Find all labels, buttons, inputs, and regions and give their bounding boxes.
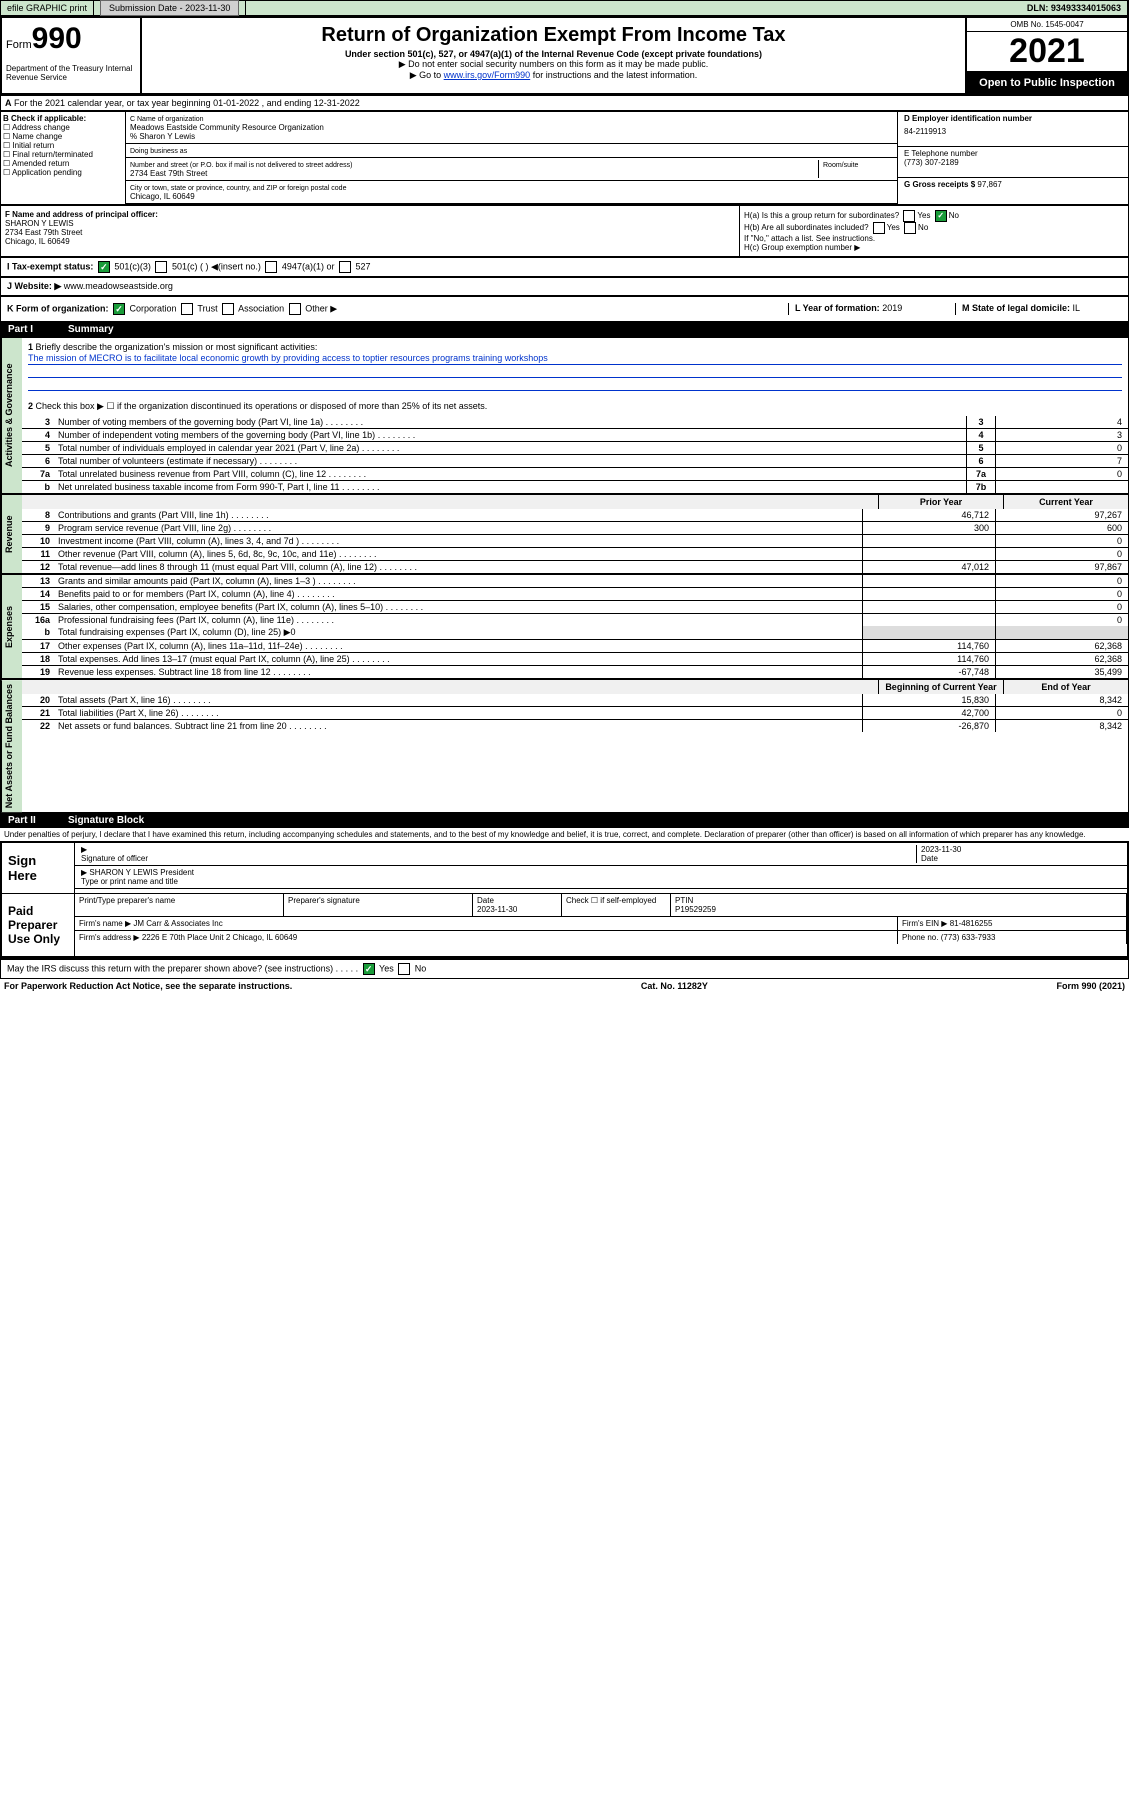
- vtab-rev: Revenue: [1, 495, 22, 573]
- col-b-checks: B Check if applicable: ☐ Address change …: [1, 112, 126, 204]
- form-id-block: Form990 Department of the Treasury Inter…: [2, 18, 142, 93]
- col-c-org: C Name of organization Meadows Eastside …: [126, 112, 897, 204]
- public-inspection: Open to Public Inspection: [967, 73, 1127, 93]
- summary-line: 11Other revenue (Part VIII, column (A), …: [22, 548, 1128, 561]
- summary-line: 18Total expenses. Add lines 13–17 (must …: [22, 653, 1128, 666]
- summary-line: 4Number of independent voting members of…: [22, 429, 1128, 442]
- hb-yes[interactable]: [873, 222, 885, 234]
- ha-yes[interactable]: [903, 210, 915, 222]
- form-subtitle: Under section 501(c), 527, or 4947(a)(1)…: [150, 49, 957, 59]
- summary-line: 14Benefits paid to or for members (Part …: [22, 588, 1128, 601]
- summary-line: 9Program service revenue (Part VIII, lin…: [22, 522, 1128, 535]
- summary-line: 13Grants and similar amounts paid (Part …: [22, 575, 1128, 588]
- tax-year: 2021: [967, 32, 1127, 73]
- form-title-block: Return of Organization Exempt From Incom…: [142, 18, 965, 93]
- group-return: H(a) Is this a group return for subordin…: [740, 206, 1128, 256]
- summary-line: 6Total number of volunteers (estimate if…: [22, 455, 1128, 468]
- efile-header: efile GRAPHIC print Submission Date - 20…: [0, 0, 1129, 16]
- note-ssn: ▶ Do not enter social security numbers o…: [150, 59, 957, 70]
- dept-label: Department of the Treasury Internal Reve…: [6, 64, 136, 82]
- may-discuss: May the IRS discuss this return with the…: [0, 959, 1129, 979]
- website: www.meadowseastside.org: [64, 281, 173, 291]
- vtab-ag: Activities & Governance: [1, 338, 22, 493]
- expenses: Expenses 13Grants and similar amounts pa…: [0, 574, 1129, 679]
- discuss-no[interactable]: [398, 963, 410, 975]
- line-j: J Website: ▶ www.meadowseastside.org: [0, 277, 1129, 296]
- summary-line: 21Total liabilities (Part X, line 26)42,…: [22, 707, 1128, 720]
- col-d-ein: D Employer identification number 84-2119…: [897, 112, 1128, 204]
- line-klm: K Form of organization: ✓ Corporation Tr…: [0, 296, 1129, 322]
- efile-label: efile GRAPHIC print: [1, 1, 94, 15]
- summary-line: 17Other expenses (Part IX, column (A), l…: [22, 640, 1128, 653]
- mission-text: The mission of MECRO is to facilitate lo…: [28, 352, 1122, 365]
- summary-line: 22Net assets or fund balances. Subtract …: [22, 720, 1128, 732]
- irs-link[interactable]: www.irs.gov/Form990: [444, 70, 531, 80]
- page-footer: For Paperwork Reduction Act Notice, see …: [0, 979, 1129, 993]
- revenue: Revenue Prior YearCurrent Year 8Contribu…: [0, 494, 1129, 574]
- 501c3-check[interactable]: ✓: [98, 261, 110, 273]
- block-f-h: F Name and address of principal officer:…: [0, 205, 1129, 257]
- line-i: I Tax-exempt status: ✓ 501(c)(3) 501(c) …: [0, 257, 1129, 277]
- summary-line: bNet unrelated business taxable income f…: [22, 481, 1128, 493]
- part1-bar: Part I Summary: [0, 322, 1129, 337]
- summary-line: 8Contributions and grants (Part VIII, li…: [22, 509, 1128, 522]
- part2-bar: Part II Signature Block: [0, 813, 1129, 828]
- net-assets: Net Assets or Fund Balances Beginning of…: [0, 679, 1129, 813]
- summary-line: 15Salaries, other compensation, employee…: [22, 601, 1128, 614]
- paid-prep-label: Paid Preparer Use Only: [2, 894, 75, 956]
- omb-year-block: OMB No. 1545-0047 2021 Open to Public In…: [965, 18, 1127, 93]
- summary-line: 20Total assets (Part X, line 16)15,8308,…: [22, 694, 1128, 707]
- line-a: A For the 2021 calendar year, or tax yea…: [0, 95, 1129, 111]
- summary-line: 10Investment income (Part VIII, column (…: [22, 535, 1128, 548]
- ha-no[interactable]: ✓: [935, 210, 947, 222]
- summary-line: 19Revenue less expenses. Subtract line 1…: [22, 666, 1128, 678]
- org-name: Meadows Eastside Community Resource Orga…: [130, 123, 324, 132]
- sign-here-label: Sign Here: [2, 843, 75, 893]
- summary-line: 3Number of voting members of the governi…: [22, 416, 1128, 429]
- activities-governance: Activities & Governance 1 Briefly descri…: [0, 337, 1129, 494]
- note-link: ▶ Go to www.irs.gov/Form990 for instruct…: [150, 70, 957, 81]
- hb-no[interactable]: [904, 222, 916, 234]
- discuss-yes[interactable]: ✓: [363, 963, 375, 975]
- vtab-na: Net Assets or Fund Balances: [1, 680, 22, 812]
- summary-line: 16aProfessional fundraising fees (Part I…: [22, 614, 1128, 626]
- block-bcd: B Check if applicable: ☐ Address change …: [0, 111, 1129, 205]
- submission-cell: Submission Date - 2023-11-30: [94, 1, 246, 15]
- summary-line: 7aTotal unrelated business revenue from …: [22, 468, 1128, 481]
- form-header: Form990 Department of the Treasury Inter…: [0, 16, 1129, 95]
- form-title: Return of Organization Exempt From Incom…: [150, 24, 957, 47]
- signature-block: Sign Here ▶Signature of officer 2023-11-…: [0, 841, 1129, 959]
- summary-line: 5Total number of individuals employed in…: [22, 442, 1128, 455]
- penalty-text: Under penalties of perjury, I declare th…: [0, 828, 1129, 841]
- vtab-exp: Expenses: [1, 575, 22, 678]
- ein-value: 84-2119913: [898, 125, 1128, 138]
- summary-line: 12Total revenue—add lines 8 through 11 (…: [22, 561, 1128, 573]
- dln: DLN: 93493334015063: [1021, 1, 1128, 15]
- omb-number: OMB No. 1545-0047: [967, 18, 1127, 32]
- submission-button[interactable]: Submission Date - 2023-11-30: [100, 0, 239, 16]
- principal-officer: F Name and address of principal officer:…: [1, 206, 740, 256]
